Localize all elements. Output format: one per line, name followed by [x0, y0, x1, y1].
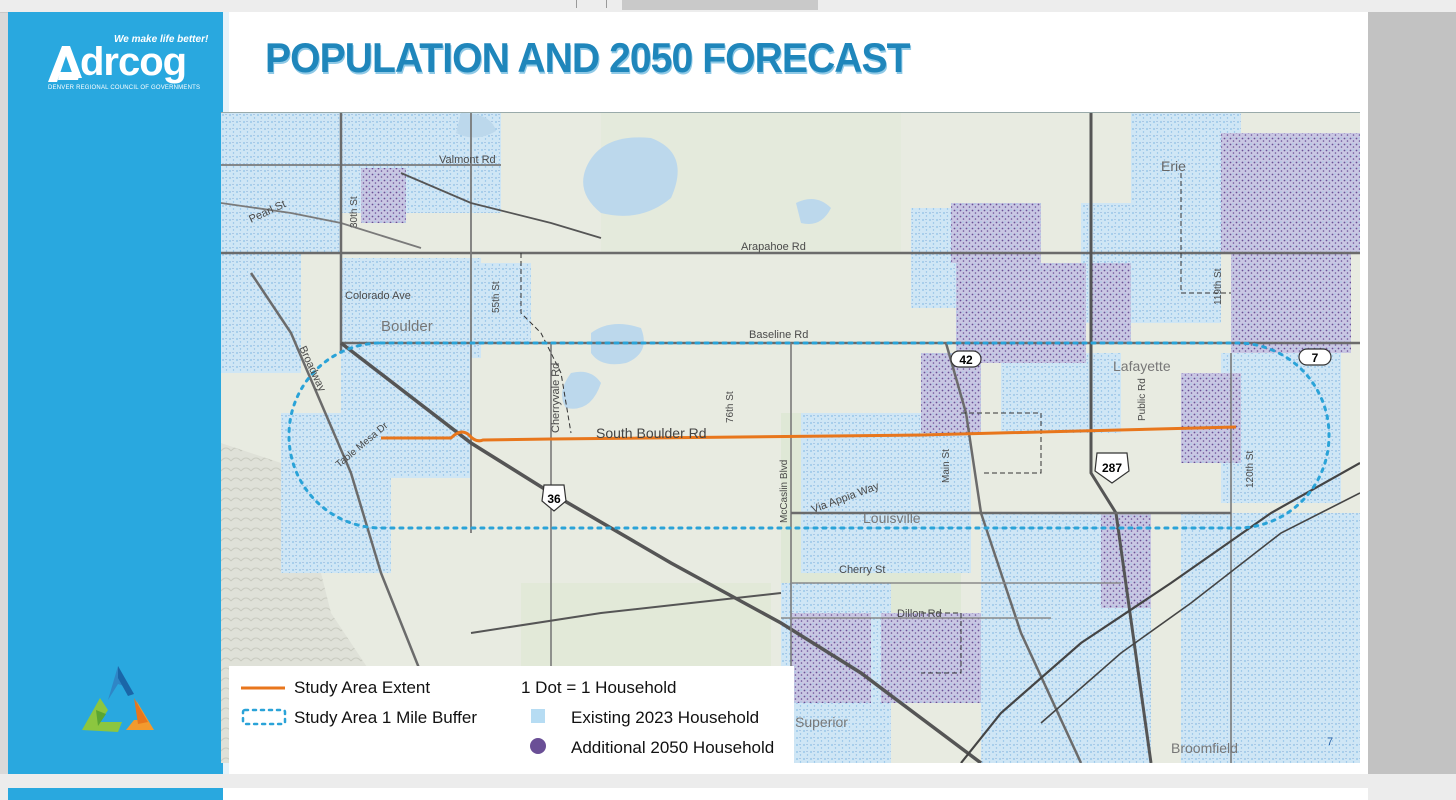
- us36-shield-icon: 36: [541, 484, 567, 512]
- buffer-swatch-icon: [241, 708, 287, 726]
- study-extent-swatch-icon: [241, 686, 285, 690]
- existing-dot-swatch-icon: [531, 709, 545, 723]
- map-canvas: Valmont Rd Pearl St 30th St Arapahoe Rd …: [221, 113, 1360, 763]
- window-bottom-strip: [0, 774, 1456, 800]
- label-superior: Superior: [795, 714, 848, 730]
- label-119th: 119th St: [1213, 268, 1224, 305]
- label-30th: 30th St: [349, 196, 360, 228]
- label-broomfield: Broomfield: [1171, 740, 1238, 756]
- page-number: 7: [1327, 736, 1333, 748]
- us287-label: 287: [1102, 461, 1122, 475]
- label-mccaslin: McCaslin Blvd: [779, 460, 790, 523]
- label-colorado: Colorado Ave: [345, 290, 411, 302]
- population-map: Valmont Rd Pearl St 30th St Arapahoe Rd …: [221, 112, 1360, 763]
- logo-tagline: We make life better!: [114, 34, 209, 45]
- next-slide-sidebar-preview: [8, 788, 223, 800]
- logo-wordmark: drcog: [80, 40, 187, 84]
- study-area-buffer: [287, 341, 1331, 530]
- label-76th: 76th St: [725, 391, 736, 423]
- legend-dot-scale: 1 Dot = 1 Household: [521, 678, 677, 697]
- label-arapahoe: Arapahoe Rd: [741, 241, 806, 253]
- label-public-rd: Public Rd: [1137, 378, 1148, 421]
- legend-study-extent: Study Area Extent: [294, 678, 431, 697]
- sh42-shield-icon: 42: [950, 350, 982, 368]
- label-valmont: Valmont Rd: [439, 154, 496, 166]
- label-erie: Erie: [1161, 158, 1186, 174]
- legend-existing: Existing 2023 Household: [571, 708, 760, 727]
- slide-title: POPULATION AND 2050 FORECAST: [265, 34, 911, 81]
- drcog-emblem-icon: [82, 666, 154, 732]
- logo-subtitle: DENVER REGIONAL COUNCIL OF GOVERNMENTS: [48, 85, 201, 91]
- us287-shield-icon: 287: [1094, 452, 1130, 484]
- label-south-boulder-rd: South Boulder Rd: [596, 425, 707, 441]
- ruler-tick: [606, 0, 607, 8]
- sh42-label: 42: [959, 353, 973, 367]
- label-120th: 120th St: [1245, 451, 1256, 488]
- window-right-gutter: [1368, 12, 1456, 774]
- label-55th: 55th St: [491, 281, 502, 313]
- label-lafayette: Lafayette: [1113, 358, 1171, 374]
- label-baseline: Baseline Rd: [749, 329, 808, 341]
- legend-buffer: Study Area 1 Mile Buffer: [294, 708, 478, 727]
- logo-a-icon: [48, 46, 82, 82]
- label-cherry: Cherry St: [839, 564, 885, 576]
- study-area-extent-line: [381, 425, 1237, 443]
- sh7-shield-icon: 7: [1298, 348, 1332, 366]
- us36-label: 36: [547, 492, 561, 506]
- legend-additional: Additional 2050 Household: [571, 738, 775, 757]
- label-dillon: Dillon Rd: [897, 608, 942, 620]
- map-legend: Study Area Extent Study Area 1 Mile Buff…: [229, 666, 794, 766]
- next-slide-preview: [8, 788, 1368, 800]
- label-cherryvale: Cherryvale Rd: [550, 363, 562, 433]
- label-louisville: Louisville: [863, 510, 921, 526]
- drcog-logo: We make life better! drcog DENVER REGION…: [38, 32, 208, 92]
- label-boulder: Boulder: [381, 318, 433, 335]
- sh7-label: 7: [1312, 351, 1319, 365]
- ruler-tick: [576, 0, 577, 8]
- slide-sidebar: We make life better! drcog DENVER REGION…: [8, 12, 223, 774]
- label-main: Main St: [941, 449, 952, 483]
- horizontal-scroll-thumb[interactable]: [622, 0, 818, 10]
- additional-dot-swatch-icon: [530, 738, 546, 754]
